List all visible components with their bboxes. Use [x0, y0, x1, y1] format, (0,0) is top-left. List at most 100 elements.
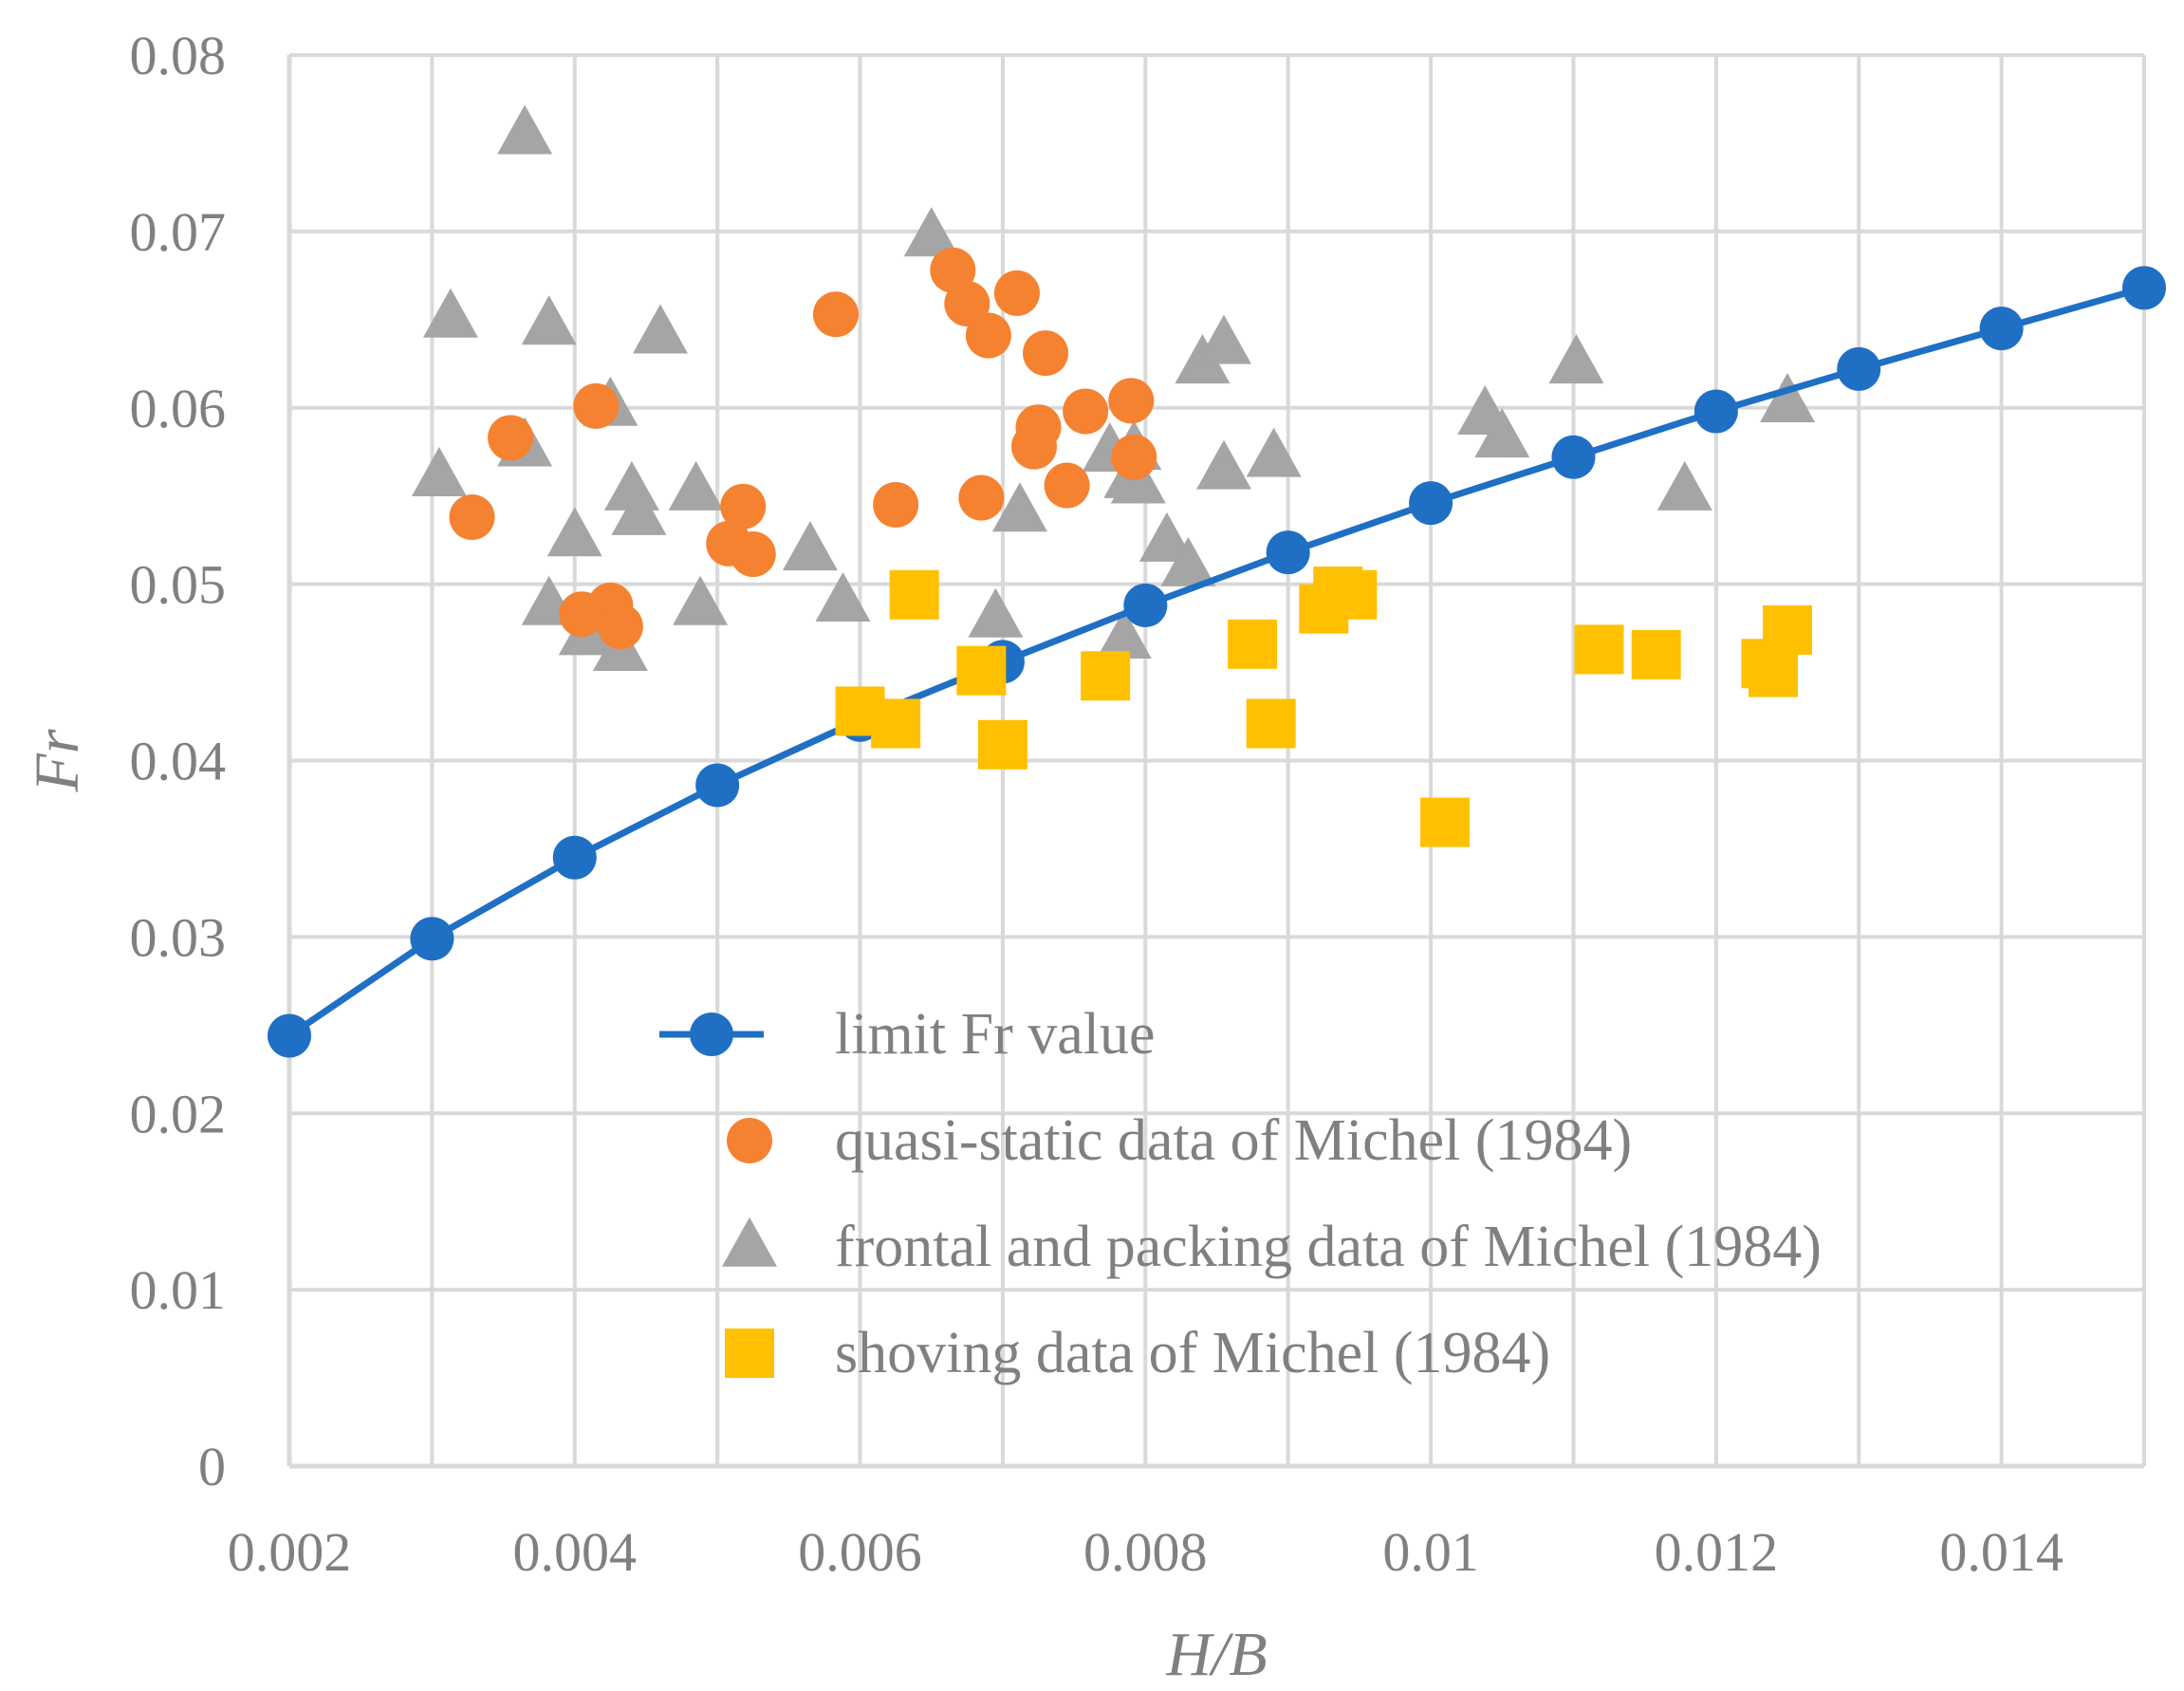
legend-marker-swatch — [690, 1013, 733, 1056]
legend-label: limit Fr value — [835, 1002, 1156, 1067]
data-point — [873, 481, 919, 528]
data-point — [1196, 314, 1252, 364]
series-squares — [835, 567, 1813, 847]
data-point — [812, 291, 859, 338]
data-point — [573, 382, 620, 429]
data-point — [1081, 651, 1131, 701]
x-tick-label: 0.01 — [1382, 1521, 1479, 1583]
data-point — [1551, 435, 1596, 479]
data-point — [871, 698, 921, 749]
data-point — [1694, 389, 1738, 434]
x-tick-label: 0.014 — [1939, 1521, 2064, 1583]
data-point — [1108, 378, 1155, 424]
data-point — [1111, 434, 1157, 480]
data-point — [488, 415, 534, 461]
data-point — [991, 482, 1047, 532]
data-point — [1015, 404, 1062, 451]
legend-item: frontal and packing data of Michel (1984… — [722, 1215, 1822, 1279]
data-series — [268, 104, 2166, 1058]
data-point — [782, 521, 838, 571]
data-point — [1474, 408, 1530, 458]
data-point — [1096, 609, 1152, 660]
data-point — [411, 447, 467, 497]
y-tick-label: 0.06 — [130, 378, 227, 439]
data-point — [1409, 481, 1453, 526]
data-point — [1196, 439, 1252, 490]
data-point — [1228, 619, 1278, 669]
axes: 0 0.01 0.02 0.03 0.04 0.05 0.06 0.07 0.08 0.002 0.… — [23, 25, 2144, 1689]
data-point — [1979, 307, 2024, 351]
x-tick-label: 0.002 — [228, 1521, 352, 1583]
legend-item: quasi-static data of Michel (1984) — [727, 1108, 1632, 1173]
legend-label: shoving data of Michel (1984) — [835, 1321, 1550, 1385]
data-point — [720, 483, 767, 530]
data-point — [1138, 511, 1194, 562]
legend-item: limit Fr value — [659, 1002, 1156, 1067]
data-point — [410, 917, 454, 961]
y-tick-label: 0 — [198, 1436, 226, 1497]
data-point — [1763, 604, 1813, 655]
data-point — [497, 104, 553, 155]
data-point — [889, 569, 939, 620]
data-point — [673, 575, 729, 625]
data-point — [268, 1013, 311, 1058]
data-point — [977, 719, 1027, 770]
data-point — [1160, 536, 1216, 586]
x-tick-label: 0.004 — [513, 1521, 638, 1583]
data-point — [422, 288, 478, 338]
data-point — [1749, 647, 1798, 697]
data-point — [546, 507, 602, 557]
legend-marker-swatch — [725, 1329, 774, 1378]
y-axis-title: Fr — [23, 729, 92, 792]
x-tick-label: 0.008 — [1083, 1521, 1208, 1583]
data-point — [815, 572, 871, 623]
data-point — [633, 304, 688, 354]
legend-marker-swatch — [722, 1217, 777, 1267]
data-point — [1574, 624, 1624, 675]
x-tick-label: 0.006 — [798, 1521, 922, 1583]
data-point — [1023, 330, 1069, 377]
data-point — [1657, 460, 1712, 511]
data-point — [611, 485, 667, 535]
legend-label: quasi-static data of Michel (1984) — [835, 1108, 1632, 1173]
data-point — [1246, 427, 1302, 477]
limit-fr-curve — [287, 285, 2145, 1039]
data-point — [1327, 569, 1378, 620]
data-point — [1548, 334, 1604, 384]
data-point — [695, 763, 740, 808]
data-point — [903, 207, 959, 257]
data-point — [521, 295, 577, 345]
data-point — [1837, 346, 1881, 391]
data-point — [1760, 372, 1816, 422]
data-point — [965, 312, 1011, 359]
data-point — [2122, 266, 2166, 310]
data-point — [1420, 797, 1471, 847]
y-tick-label: 0.03 — [130, 906, 227, 968]
data-point — [449, 493, 495, 540]
data-point — [956, 645, 1007, 696]
legend-item: shoving data of Michel (1984) — [725, 1321, 1550, 1385]
data-point — [730, 531, 776, 578]
data-point — [993, 269, 1040, 316]
data-point — [1246, 698, 1296, 749]
data-point — [552, 835, 597, 880]
x-axis-title: H/B — [1165, 1620, 1267, 1689]
y-tick-label: 0.05 — [130, 554, 227, 616]
data-point — [958, 474, 1005, 521]
y-tick-label: 0.02 — [130, 1083, 227, 1144]
y-tick-label: 0.01 — [130, 1259, 227, 1321]
data-point — [668, 460, 724, 511]
x-tick-label: 0.012 — [1655, 1521, 1779, 1583]
legend-label: frontal and packing data of Michel (1984… — [835, 1215, 1822, 1279]
data-point — [1063, 388, 1109, 435]
series-circles — [449, 247, 1157, 650]
y-tick-label: 0.04 — [130, 731, 227, 792]
y-tick-label: 0.08 — [130, 25, 227, 86]
legend: limit Fr value quasi-static data of Miche… — [659, 1002, 1822, 1385]
data-point — [1631, 629, 1681, 679]
legend-marker-swatch — [727, 1118, 772, 1163]
data-point — [968, 587, 1024, 638]
data-point — [1266, 530, 1310, 575]
